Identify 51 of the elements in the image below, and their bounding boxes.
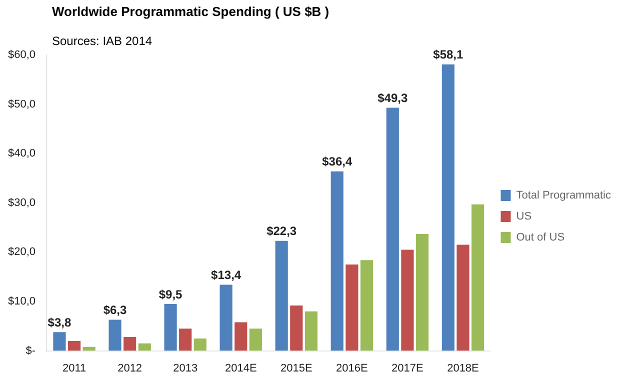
data-label: $36,4 bbox=[322, 154, 352, 169]
bar bbox=[108, 320, 122, 351]
bar bbox=[68, 340, 81, 351]
bar bbox=[456, 244, 470, 351]
data-label: $13,4 bbox=[211, 268, 242, 282]
bar bbox=[416, 234, 429, 351]
x-tick-label: 2017E bbox=[392, 362, 424, 374]
y-tick-label: $50,0 bbox=[8, 98, 36, 110]
bar bbox=[290, 305, 303, 351]
legend-label: Out of US bbox=[516, 232, 565, 244]
bar bbox=[234, 322, 248, 351]
bar bbox=[194, 338, 206, 351]
y-tick-label: $10,0 bbox=[8, 296, 36, 308]
data-label: $49,3 bbox=[378, 91, 408, 106]
bar bbox=[124, 336, 136, 351]
bar bbox=[401, 250, 414, 351]
bar bbox=[472, 204, 484, 351]
bar bbox=[179, 328, 192, 351]
y-tick-label: $20,0 bbox=[8, 246, 36, 258]
legend-label: Total Programmatic bbox=[516, 190, 612, 202]
x-tick-label: 2013 bbox=[173, 362, 198, 374]
data-label: $58,1 bbox=[433, 48, 464, 62]
x-tick-label: 2016E bbox=[336, 362, 368, 374]
bar bbox=[386, 108, 399, 351]
data-label: $22,3 bbox=[266, 224, 297, 238]
data-label: $6,3 bbox=[103, 303, 128, 318]
bar bbox=[346, 264, 358, 351]
y-tick-label: $40,0 bbox=[8, 148, 36, 160]
y-tick-label: $30,0 bbox=[8, 196, 36, 209]
bar bbox=[249, 328, 262, 351]
data-label: $3,8 bbox=[48, 315, 72, 330]
y-tick-label: $- bbox=[26, 344, 36, 357]
chart-title: Worldwide Programmatic Spending ( US $B ) bbox=[52, 4, 330, 19]
x-tick-label: 2012 bbox=[118, 362, 142, 374]
bar bbox=[275, 240, 288, 351]
bar bbox=[304, 311, 318, 351]
x-tick-label: 2014E bbox=[224, 362, 257, 374]
x-tick-label: 2018E bbox=[447, 362, 479, 374]
x-tick-label: 2015E bbox=[280, 362, 312, 374]
bar bbox=[164, 304, 177, 351]
bar bbox=[220, 284, 232, 351]
data-label: $9,5 bbox=[158, 287, 183, 302]
bar bbox=[442, 64, 454, 351]
legend-label: US bbox=[516, 210, 532, 223]
x-tick-label: 2011 bbox=[62, 362, 86, 374]
bar bbox=[53, 332, 66, 351]
source-note: Sources: IAB 2014 bbox=[52, 34, 152, 48]
bar bbox=[138, 343, 151, 351]
y-tick-label: $60,0 bbox=[8, 49, 36, 62]
bar bbox=[330, 171, 344, 351]
bar bbox=[360, 260, 374, 351]
